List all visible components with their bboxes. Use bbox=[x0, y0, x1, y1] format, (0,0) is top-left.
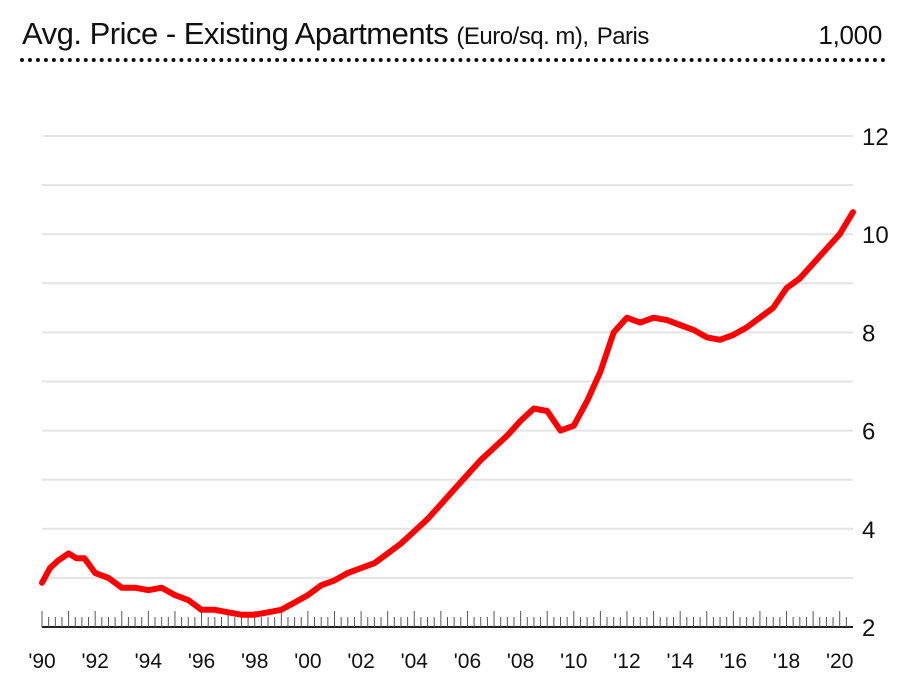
price-series-line bbox=[39, 209, 856, 618]
y-tick-label: 12 bbox=[862, 124, 889, 151]
y-tick-label: 6 bbox=[862, 419, 875, 446]
x-tick-label: '18 bbox=[773, 650, 800, 673]
x-tick-label: '02 bbox=[347, 650, 374, 673]
y-tick-label: 4 bbox=[862, 517, 875, 544]
header-dotted-rule bbox=[20, 58, 886, 62]
x-tick-label: '90 bbox=[28, 650, 55, 673]
x-tick-label: '00 bbox=[294, 650, 321, 673]
x-tick-label: '16 bbox=[720, 650, 747, 673]
x-tick-label: '12 bbox=[613, 650, 640, 673]
chart-title: Avg. Price - Existing Apartments (Euro/s… bbox=[22, 16, 649, 52]
y-tick-label: 8 bbox=[862, 320, 875, 347]
x-tick-label: '14 bbox=[666, 650, 694, 673]
x-tick-label: '96 bbox=[188, 650, 215, 673]
x-tick-label: '94 bbox=[135, 650, 163, 673]
title-location: Paris bbox=[596, 23, 650, 50]
x-tick-label: '06 bbox=[454, 650, 481, 673]
chart-header: Avg. Price - Existing Apartments (Euro/s… bbox=[22, 12, 886, 52]
x-tick-label: '10 bbox=[560, 650, 587, 673]
y-tick-label: 10 bbox=[862, 222, 889, 249]
x-tick-label: '08 bbox=[507, 650, 534, 673]
x-tick-label: '04 bbox=[401, 650, 429, 673]
x-tick-label: '20 bbox=[826, 650, 853, 673]
x-tick-label: '92 bbox=[81, 650, 108, 673]
y-tick-label: 2 bbox=[862, 615, 875, 642]
title-units: (Euro/sq. m), bbox=[456, 23, 589, 50]
x-tick-label: '98 bbox=[241, 650, 268, 673]
scale-note: 1,000 bbox=[818, 20, 882, 50]
title-main: Avg. Price - Existing Apartments bbox=[22, 16, 449, 51]
